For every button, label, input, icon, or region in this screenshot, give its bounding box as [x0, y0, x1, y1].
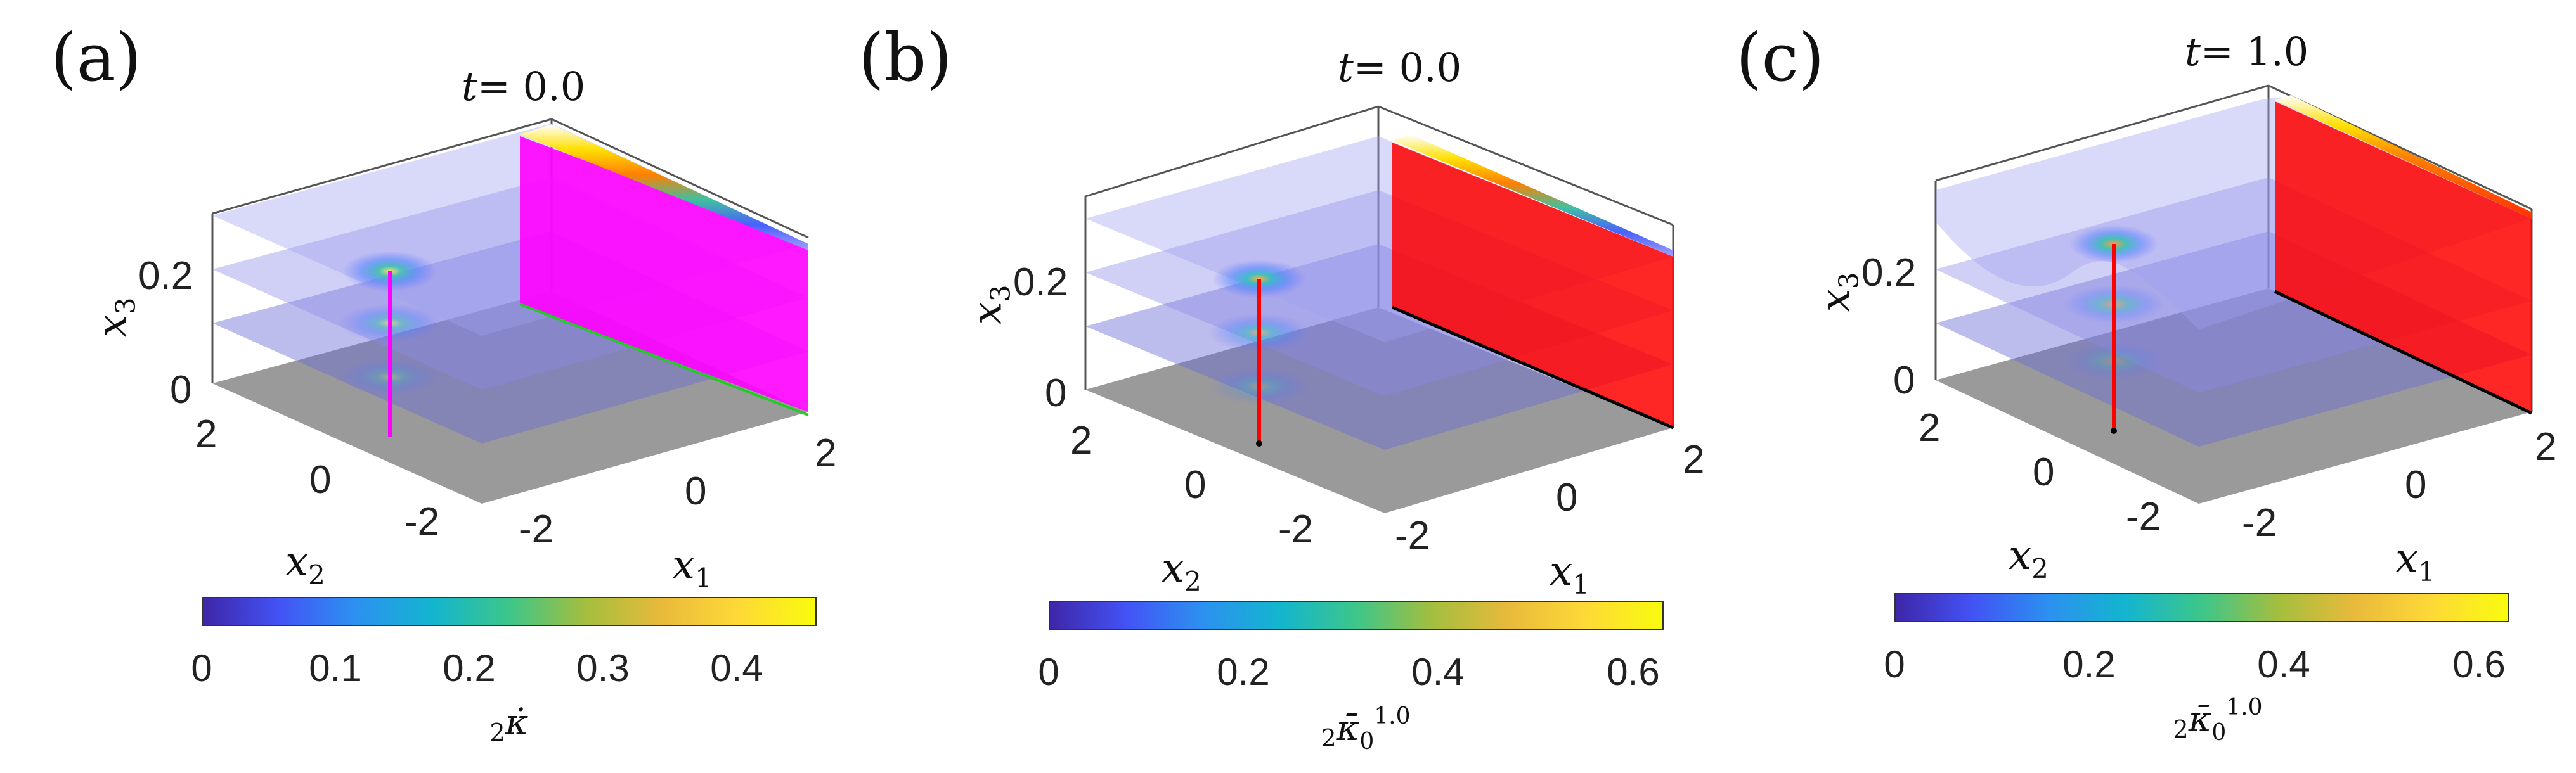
x-axis-label: x1: [672, 542, 712, 594]
wall-top-stripe: [520, 124, 808, 250]
plot-3d-a: [211, 118, 809, 504]
slice-plane-1: [1085, 244, 1673, 450]
title-var: t: [462, 63, 477, 110]
wall-plane: [2275, 101, 2532, 412]
x-tick-1: 0: [685, 470, 707, 513]
colorbar-tick: 0.3: [576, 647, 630, 689]
colorbar-tick: 0.2: [443, 647, 496, 689]
colorbar-label: 2κ̇: [489, 702, 529, 746]
z-tick-1: 0.2: [138, 254, 193, 298]
y-tick-2: -2: [2126, 495, 2161, 539]
x-tick-1: 0: [1556, 476, 1578, 520]
line-base-dot: [2111, 428, 2117, 434]
title-var: t: [2185, 29, 2201, 75]
base-line: [1392, 305, 1674, 430]
plot-title: t= 0.0: [462, 63, 585, 110]
y-axis-label: x2: [285, 539, 325, 591]
colorbar: [202, 597, 817, 626]
panel-label: (b): [858, 19, 952, 96]
panel-c: (c) t= 1.0: [1717, 0, 2575, 773]
colorbar-label: 2κ̄01.0: [1321, 703, 1411, 755]
wall-plane: [520, 136, 808, 412]
x-tick-0: -2: [2242, 501, 2277, 545]
x-tick-2: 2: [1683, 438, 1705, 482]
x-axis-label: x1: [2395, 535, 2435, 587]
x-tick-0: -2: [519, 508, 554, 551]
x-tick-0: -2: [1395, 514, 1430, 558]
panel-label: (c): [1736, 19, 1825, 96]
title-value: = 0.0: [1353, 44, 1462, 91]
y-tick-1: 0: [2033, 450, 2055, 494]
colorbar-tick: 0.2: [1217, 651, 1270, 693]
z-tick-0: 0: [1893, 359, 1915, 402]
z-tick-0: 0: [1045, 371, 1067, 415]
x-tick-2: 2: [815, 431, 837, 475]
z-axis-label: x3: [89, 297, 141, 338]
colorbar: [1894, 593, 2509, 622]
title-var: t: [1338, 44, 1354, 91]
z-tick-1: 0.2: [1013, 260, 1068, 304]
title-value: = 1.0: [2200, 29, 2309, 75]
line-base-dot: [1256, 440, 1262, 447]
colorbar-tick: 0.4: [710, 647, 763, 689]
panel-b: (b) t= 0.0: [858, 0, 1717, 773]
x-tick-1: 0: [2405, 463, 2427, 507]
y-tick-0: 2: [195, 412, 217, 456]
wall-top-stripe: [2275, 95, 2532, 219]
colorbar-tick: 0.4: [2257, 643, 2310, 686]
panel-label: (a): [51, 19, 142, 96]
y-tick-1: 0: [309, 458, 332, 502]
base-line: [519, 303, 809, 416]
title-value: = 0.0: [477, 63, 586, 110]
colorbar-tick: 0: [1038, 651, 1059, 693]
panel-a: (a) t= 0.0: [0, 0, 858, 773]
colorbar-tick: 0: [191, 647, 212, 689]
z-axis-label: x3: [1812, 272, 1865, 312]
wall-top-stripe: [1392, 134, 1673, 257]
colorbar-label: 2κ̄01.0: [2173, 694, 2263, 746]
colorbar-tick: 0.4: [1411, 651, 1465, 693]
plot-title: t= 1.0: [2185, 29, 2308, 75]
colorbar-tick: 0.1: [309, 647, 362, 689]
base-plane: [1085, 307, 1673, 513]
base-line: [2274, 290, 2533, 415]
y-tick-0: 2: [1919, 406, 1941, 450]
x-tick-2: 2: [2535, 425, 2557, 469]
y-tick-2: -2: [1278, 508, 1314, 551]
y-tick-1: 0: [1184, 463, 1207, 507]
y-tick-2: -2: [405, 500, 440, 544]
plot-3d-b: [1084, 105, 1674, 513]
x-axis-label: x1: [1550, 548, 1589, 600]
plot-3d-c: [1934, 84, 2533, 504]
z-tick-1: 0.2: [1861, 251, 1917, 295]
plot-title: t= 0.0: [1338, 44, 1461, 91]
y-axis-label: x2: [1162, 545, 1201, 597]
wall-plane: [1392, 143, 1673, 428]
colorbar: [1049, 601, 1664, 630]
colorbar-tick: 0.6: [1607, 651, 1660, 693]
colorbar-tick: 0.6: [2452, 643, 2506, 686]
y-axis-label: x2: [2009, 532, 2049, 584]
y-tick-0: 2: [1070, 419, 1092, 463]
z-tick-0: 0: [170, 368, 192, 412]
z-axis-label: x3: [964, 284, 1016, 325]
colorbar-tick: 0: [1884, 643, 1905, 686]
colorbar-tick: 0.2: [2062, 643, 2116, 686]
